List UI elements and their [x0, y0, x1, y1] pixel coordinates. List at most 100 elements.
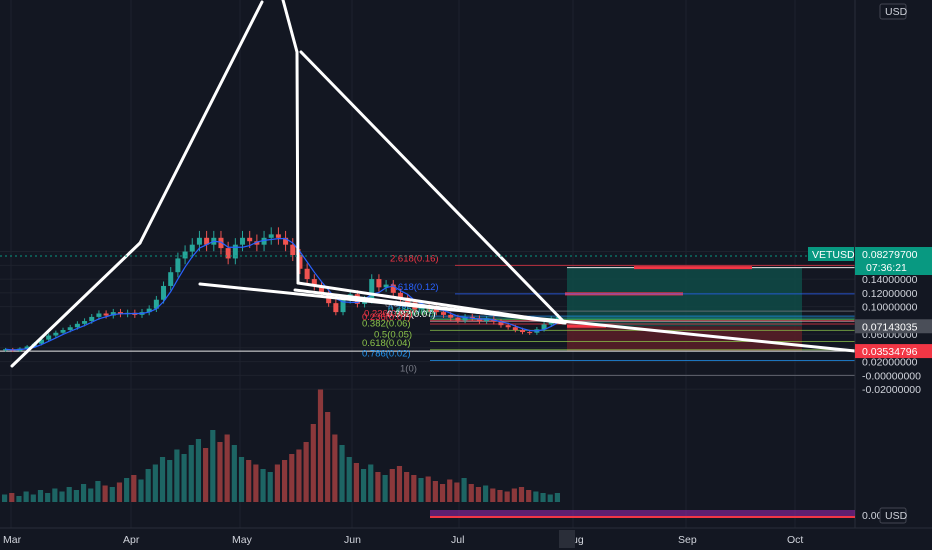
candle-body-43: [311, 279, 317, 286]
volume-bar-70: [504, 491, 510, 502]
volume-bar-10: [73, 490, 79, 502]
candle-body-55: [397, 292, 403, 298]
candle-body-24: [175, 258, 181, 273]
fib-label-9: 0.382(0.06): [362, 318, 411, 329]
trendline-1: [138, 0, 264, 245]
candle-body-21: [153, 299, 159, 309]
volume-bar-56: [404, 472, 410, 502]
price-tick-4: 0.10000000: [862, 302, 918, 314]
volume-bar-31: [224, 434, 230, 502]
volume-bar-53: [382, 475, 388, 502]
candle-body-47: [340, 299, 346, 313]
candle-body-12: [89, 316, 95, 322]
price-badge-text-1: 0.07143035: [862, 321, 918, 333]
candle-body-28: [204, 237, 210, 245]
volume-bar-68: [490, 488, 496, 502]
month-label-6: Sep: [678, 534, 697, 546]
volume-bar-42: [303, 442, 309, 502]
candle-body-53: [383, 284, 389, 288]
volume-bar-49: [353, 463, 359, 502]
volume-bar-1: [9, 493, 15, 502]
volume-bar-55: [396, 466, 403, 502]
volume-bar-63: [454, 482, 460, 502]
volume-bar-46: [332, 434, 338, 502]
candle-body-64: [462, 316, 468, 321]
candle-body-7: [53, 332, 59, 336]
month-label-4: Jul: [451, 534, 464, 546]
fib-label-13: 1(0): [400, 363, 417, 374]
volume-bar-8: [59, 491, 65, 502]
month-label-1: Apr: [123, 534, 140, 546]
fib-label-1: 1.618(0.12): [390, 282, 439, 293]
volume-bar-47: [339, 445, 345, 502]
candle-body-34: [247, 237, 253, 242]
fib-label-8: 0.236(0.07): [364, 309, 413, 320]
volume-bar-36: [260, 469, 266, 502]
candle-body-70: [505, 325, 511, 328]
price-badges: 0.156577090.071430350.03534796VETUSD0.08…: [808, 247, 932, 359]
price-badge-bg-1: [855, 319, 932, 334]
volume-bar-62: [447, 479, 453, 502]
volume-bar-19: [138, 479, 144, 502]
volume-bar-0: [2, 494, 8, 502]
volume-bar-60: [432, 481, 438, 502]
volume-bar-18: [131, 475, 137, 502]
price-tick-3: 0.12000000: [862, 288, 918, 300]
candle-body-51: [369, 279, 375, 300]
candle-body-52: [376, 279, 382, 288]
candle-body-38: [275, 234, 281, 238]
price-tick-9: -0.02000000: [862, 384, 921, 396]
month-label-2: May: [232, 534, 253, 546]
volume-bar-66: [475, 487, 482, 502]
time-axis[interactable]: MarAprMayJunJulAugSepOct: [0, 527, 932, 548]
candle-body-61: [441, 312, 447, 315]
month-label-7: Oct: [787, 534, 803, 546]
candle-body-10: [74, 323, 80, 328]
volume-bar-59: [425, 476, 431, 502]
volume-bar-28: [203, 448, 209, 502]
symbol-badge-text: VETUSD: [812, 249, 855, 261]
fib-label-7: 0.236(0.07): [362, 312, 411, 323]
fib-label-10: 0.5(0.05): [374, 330, 412, 341]
volume-bar-69: [497, 490, 503, 502]
volume-bar-48: [346, 457, 352, 502]
volume-bar-26: [188, 445, 194, 502]
volume-bar-22: [159, 457, 166, 502]
volume-bar-74: [533, 491, 539, 502]
candle-body-32: [232, 244, 238, 259]
indicator-strip-line: [430, 516, 855, 518]
trendline-drawings[interactable]: [0, 0, 857, 368]
candle-body-9: [67, 327, 73, 330]
candle-body-36: [261, 237, 267, 245]
volume-bar-2: [16, 496, 22, 502]
volume-bar-61: [439, 484, 446, 502]
candle-body-72: [520, 329, 526, 333]
bottom-value-label: 0.00: [862, 510, 883, 522]
month-label-0: Mar: [3, 534, 22, 546]
candle-body-62: [448, 314, 454, 318]
volume-bar-58: [418, 478, 424, 502]
time-highlight: [559, 530, 575, 548]
volume-bar-23: [167, 460, 173, 502]
candle-body-42: [304, 268, 310, 280]
volume-bar-5: [37, 490, 44, 502]
volume-bar-14: [102, 485, 108, 502]
candle-body-25: [182, 251, 188, 259]
volume-bar-44: [317, 389, 324, 502]
fib-label-3: 0.786(0.09): [388, 304, 437, 315]
fib-label-5: 0.5(0.08): [396, 308, 434, 319]
volume-bar-45: [325, 412, 331, 502]
trendline-0: [10, 241, 142, 368]
volume-bar-24: [174, 449, 180, 502]
moving-average-line: [5, 238, 559, 351]
candle-body-6: [46, 335, 52, 340]
volume-bar-6: [45, 493, 51, 502]
candle-body-41: [297, 255, 303, 269]
countdown-text: 07:36:21: [866, 262, 907, 274]
month-label-3: Jun: [344, 534, 361, 546]
trendline-2: [281, 0, 299, 54]
candle-body-75: [541, 324, 547, 330]
candle-body-40: [290, 244, 296, 255]
profit-zone: [567, 267, 802, 327]
